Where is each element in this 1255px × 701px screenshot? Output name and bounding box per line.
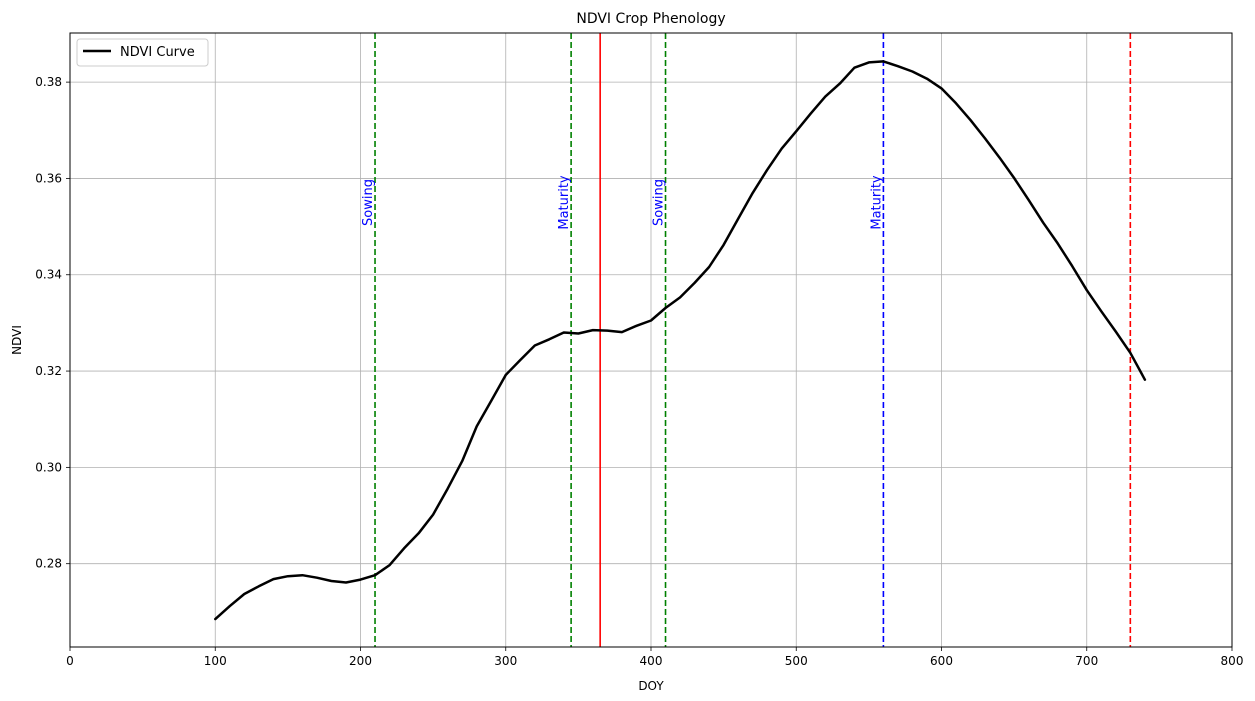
ndvi-data-point	[360, 579, 362, 581]
ndvi-data-point	[374, 574, 376, 576]
ndvi-data-point	[912, 71, 914, 73]
x-tick-label: 400	[640, 654, 663, 668]
y-tick-label: 0.32	[35, 364, 62, 378]
ndvi-data-point	[1057, 243, 1059, 245]
series-group	[214, 60, 1147, 621]
ndvi-data-point	[418, 533, 420, 535]
y-tick-label: 0.38	[35, 75, 62, 89]
ndvi-data-point	[1071, 265, 1073, 267]
ndvi-data-point	[258, 586, 260, 588]
ndvi-data-point	[520, 359, 522, 361]
ndvi-data-point	[825, 96, 827, 98]
vertical-marker-label: Sowing	[652, 179, 667, 226]
y-tick-label: 0.34	[35, 268, 62, 282]
ndvi-data-point	[1086, 289, 1088, 291]
ndvi-data-point	[592, 329, 594, 331]
ndvi-curve-line	[214, 60, 1147, 621]
grid-lines	[69, 33, 1233, 647]
ndvi-data-point	[563, 332, 565, 334]
x-tick-label: 700	[1075, 654, 1098, 668]
y-tick-label: 0.28	[35, 557, 62, 571]
ndvi-data-point	[578, 333, 580, 335]
ndvi-data-point	[389, 564, 391, 566]
ndvi-data-point	[970, 119, 972, 121]
x-tick-label: 300	[494, 654, 517, 668]
x-tick-label: 200	[349, 654, 372, 668]
ndvi-data-point	[461, 460, 463, 462]
legend-box	[76, 38, 209, 67]
phenology-markers: Sowing Maturity Sowing Maturity	[361, 33, 1132, 647]
y-axis-ticks: 0.28 0.30 0.32 0.34 0.36 0.38	[35, 75, 70, 571]
ndvi-data-point	[1101, 311, 1103, 313]
ndvi-data-point	[854, 67, 856, 69]
x-tick-label: 600	[930, 654, 953, 668]
ndvi-data-point	[287, 575, 289, 577]
ndvi-data-point	[316, 577, 318, 579]
x-axis-ticks: 0 100 200 300 400 500 600 700 800	[66, 647, 1243, 668]
ndvi-data-point	[1013, 177, 1015, 179]
vertical-marker-label: Maturity	[557, 175, 572, 230]
ndvi-data-point	[650, 320, 652, 322]
ndvi-data-point	[505, 374, 507, 376]
ndvi-data-point	[999, 157, 1001, 159]
ndvi-data-point	[273, 578, 275, 580]
ndvi-data-point	[723, 244, 725, 246]
vertical-marker-label: Sowing	[361, 179, 376, 226]
x-tick-label: 500	[785, 654, 808, 668]
x-axis-label: DOY	[638, 679, 664, 693]
legend: NDVI Curve	[76, 38, 209, 67]
x-tick-label: 0	[66, 654, 74, 668]
ndvi-data-point	[244, 593, 246, 595]
ndvi-data-point	[345, 582, 347, 584]
ndvi-data-point	[490, 400, 492, 402]
ndvi-data-point	[752, 192, 754, 194]
ndvi-data-point	[839, 83, 841, 85]
y-axis-label: NDVI	[10, 325, 24, 355]
ndvi-data-point	[534, 345, 536, 347]
ndvi-data-point	[781, 148, 783, 150]
ndvi-data-point	[549, 339, 551, 341]
ndvi-data-point	[302, 574, 304, 576]
ndvi-data-point	[215, 618, 217, 620]
legend-label: NDVI Curve	[120, 45, 195, 60]
ndvi-data-point	[694, 282, 696, 284]
ndvi-data-point	[1130, 352, 1132, 354]
ndvi-data-point	[1115, 331, 1117, 333]
ndvi-data-point	[447, 488, 449, 490]
ndvi-data-point	[432, 514, 434, 516]
ndvi-data-point	[796, 130, 798, 132]
ndvi-data-point	[229, 605, 231, 607]
ndvi-data-point	[883, 61, 885, 63]
chart-title: NDVI Crop Phenology	[576, 11, 725, 27]
ndvi-data-point	[941, 88, 943, 90]
y-tick-label: 0.36	[35, 171, 62, 185]
ndvi-data-point	[621, 331, 623, 333]
ndvi-data-point	[476, 426, 478, 428]
ndvi-data-point	[708, 266, 710, 268]
ndvi-data-point	[636, 325, 638, 327]
ndvi-data-point	[897, 65, 899, 67]
ndvi-data-point	[955, 103, 957, 105]
ndvi-data-point	[1042, 222, 1044, 224]
ndvi-data-point	[1144, 379, 1146, 381]
ndvi-data-point	[1028, 199, 1030, 201]
ndvi-data-point	[810, 113, 812, 115]
ndvi-data-point	[665, 307, 667, 309]
ndvi-data-point	[607, 330, 609, 332]
x-tick-label: 100	[204, 654, 227, 668]
x-tick-label: 800	[1221, 654, 1244, 668]
ndvi-data-point	[766, 169, 768, 171]
vertical-marker-label: Maturity	[869, 175, 884, 230]
y-tick-label: 0.30	[35, 460, 62, 474]
ndvi-data-point	[331, 580, 333, 582]
ndvi-data-point	[868, 62, 870, 64]
ndvi-data-point	[403, 548, 405, 550]
ndvi-data-point	[737, 218, 739, 220]
ndvi-data-point	[679, 297, 681, 299]
ndvi-data-point	[984, 138, 986, 140]
ndvi-data-point	[926, 78, 928, 80]
